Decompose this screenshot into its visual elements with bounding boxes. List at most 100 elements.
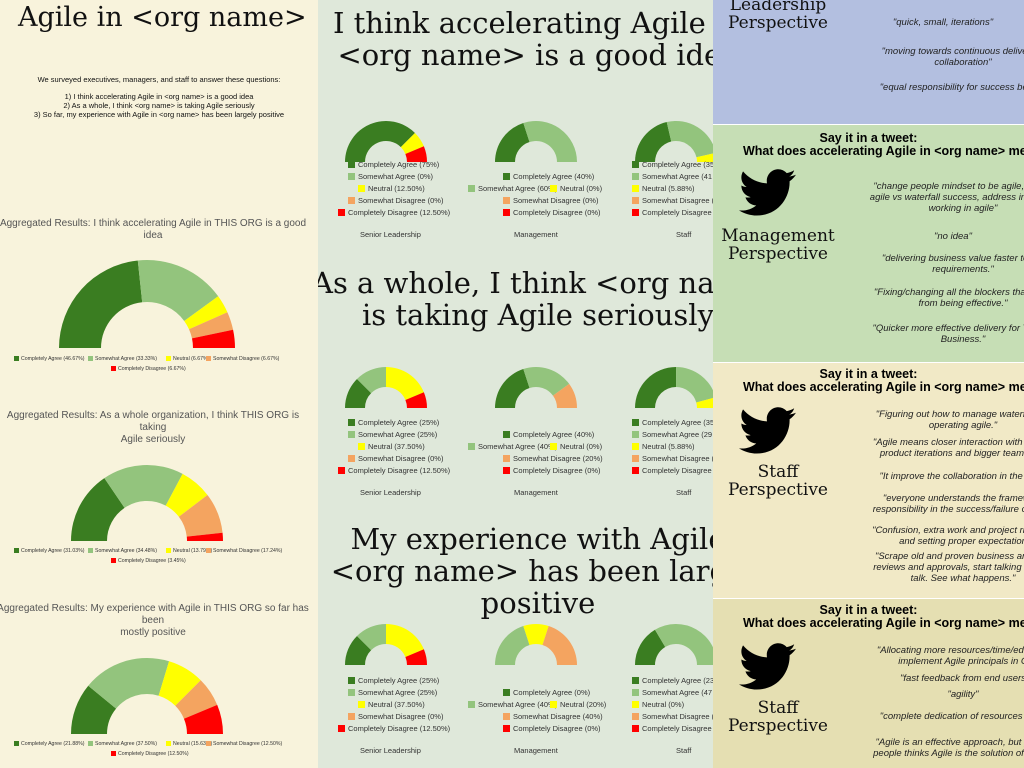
legend-item-swatch [503, 689, 510, 696]
legend-item-swatch [348, 419, 355, 426]
legend-item-label: Somewhat Agree (41 [642, 172, 713, 181]
aggregated-chart-title-1: Aggregated Results: I think accelerating… [0, 218, 312, 242]
legend-item-label: Completely Agree (31.03%) [21, 548, 85, 554]
legend-item-swatch [348, 161, 355, 168]
quote: "Confusion, extra work and project risk … [833, 525, 1024, 547]
quote-line: reviews and approvals, start talking and… [873, 562, 1024, 573]
legend-item: Somewhat Disagree (20%) [503, 454, 603, 463]
legend-item-label: Somewhat Disagree (0%) [513, 196, 599, 205]
quote-line: "quick, small, iterations" [892, 17, 994, 28]
legend-item-swatch [348, 455, 355, 462]
perspective-label: Perspective [728, 716, 828, 736]
legend-item: Completely Agree (46.67%) [14, 356, 84, 362]
legend-item: Completely Agree (23 [632, 676, 713, 685]
quote-line: requirements." [932, 264, 994, 275]
aggregated-chart-3-segment-somewhat-disagree [175, 680, 218, 719]
quote: "Scrape old and proven business analysis… [833, 551, 1024, 584]
legend-item: Completely Agree (40%) [503, 172, 594, 181]
legend-item: Somewhat Agree (25%) [348, 688, 437, 697]
legend-item-label: Somewhat Agree (34.48%) [95, 548, 157, 554]
legend-item: Neutral (37.50%) [358, 700, 425, 709]
legend-item-swatch [348, 173, 355, 180]
group-chart-1-3-segment-somewhat-agree [666, 121, 713, 158]
group-chart-2-3-gauge [635, 367, 713, 408]
group-chart-1-2-segment-completely-agree [495, 123, 530, 162]
tweet-heading: Say it in a tweet: [819, 367, 918, 381]
legend-item-label: Somewhat Agree (25%) [358, 430, 438, 439]
tweet-heading: What does accelerating Agile in <org nam… [743, 380, 1024, 394]
legend-item: Neutral (13.79%) [166, 548, 212, 554]
aggregated-chart-1-segment-completely-agree [59, 260, 143, 348]
quote: "Agile is an effective approach, but pro… [833, 737, 1024, 759]
legend-item: Somewhat Agree (33.33%) [88, 356, 157, 362]
legend-item-swatch [632, 689, 639, 696]
legend-item: Somewhat Agree (47 [632, 688, 712, 697]
legend-item-label: Neutral (5.88%) [642, 184, 695, 193]
group-chart-3-1-segment-somewhat-agree [357, 624, 386, 651]
quote: "complete dedication of resources to ag [833, 711, 1024, 722]
aggregated-chart-3-segment-neutral [158, 661, 201, 706]
twitter-bird-icon [738, 407, 796, 454]
quote: "equal responsibility for success betwee… [843, 82, 1024, 93]
legend-item-label: Somewhat Agree (29 [642, 430, 713, 439]
group-chart-2-2-gauge [495, 367, 577, 408]
quote: "It improve the collaboration in the pro… [833, 471, 1024, 482]
quote-line: responsibility in the success/failure of… [872, 504, 1024, 515]
legend-item: Completely Disagree (12.50%) [338, 724, 450, 733]
legend-item-label: Completely Disagree ( [642, 724, 713, 733]
legend-item-label: Neutral (12.50%) [368, 184, 425, 193]
quote-line: "It improve the collaboration in the pro… [879, 471, 1024, 482]
legend-item-label: Somewhat Agree (25%) [358, 688, 438, 697]
legend-item: Completely Disagree (12.50%) [338, 208, 450, 217]
perspective-label: Perspective [728, 244, 828, 264]
legend-item-label: Completely Disagree (0%) [513, 466, 601, 475]
legend-item: Somewhat Disagree (40%) [503, 712, 603, 721]
legend-item: Somewhat Agree (40%) [468, 700, 557, 709]
legend-item-swatch [632, 419, 639, 426]
chart-title-line: Aggregated Results: I think accelerating… [0, 218, 307, 241]
group-chart-2-1-gauge [345, 367, 427, 408]
legend-item-label: Neutral (37.50%) [368, 442, 425, 451]
group-chart-1-1-segment-completely-agree [345, 121, 415, 162]
quote-line: collaboration" [934, 57, 992, 68]
quote: "Allocating more resources/time/educatio… [833, 645, 1024, 667]
legend-item: Neutral (0%) [550, 184, 602, 193]
chart-title-line: Aggregated Results: As a whole organizat… [6, 410, 300, 433]
legend-item-swatch [503, 713, 510, 720]
aggregated-results-panel: Agile in <org name> We surveyed executiv… [0, 0, 318, 768]
quote-line: "change people mindset to be agile, prov… [873, 181, 1024, 192]
quote-line: "Fixing/changing all the blockers that a… [873, 287, 1024, 298]
quote-line: and setting proper expectation [899, 536, 1024, 547]
legend-item: Neutral (15.63%) [166, 741, 212, 747]
group-chart-1-1-segment-neutral [400, 133, 424, 154]
group-chart-2-1-segment-neutral [386, 367, 424, 400]
quote-line: "moving towards continuous delivery & [881, 46, 1024, 57]
legend-item-swatch [206, 741, 211, 746]
legend-item-label: Completely Disagree ( [642, 208, 713, 217]
legend-item: Somewhat Agree (0%) [348, 172, 433, 181]
twitter-bird-icon [738, 169, 796, 216]
legend-item-label: Somewhat Agree (33.33%) [95, 356, 157, 362]
legend-item-swatch [632, 455, 639, 462]
legend-item-swatch [88, 741, 93, 746]
group-chart-1-2-gauge [495, 121, 577, 162]
question-heading: <org name> has been large [330, 554, 713, 588]
legend-item-label: Somewhat Agree (40%) [478, 442, 558, 451]
quote-line: "Quicker more effective delivery for Tec… [872, 323, 1024, 334]
quote-line: "Allocating more resources/time/educatio [876, 645, 1024, 656]
question-heading: is taking Agile seriously [362, 298, 713, 332]
quote-line: "Scrape old and proven business analysis [874, 551, 1024, 562]
legend-item: Completely Agree (40%) [503, 430, 594, 439]
legend-item: Completely Disagree (0%) [503, 466, 601, 475]
legend-item-swatch [468, 443, 475, 450]
aggregated-chart-2-segment-completely-agree [71, 478, 125, 541]
legend-item-label: Completely Agree (21.88%) [21, 741, 85, 747]
group-label: Senior Leadership [360, 488, 421, 497]
quote-line: "Agile means closer interaction with cus… [872, 437, 1024, 448]
legend-item-swatch [632, 431, 639, 438]
tweet-heading: What does accelerating Agile in <org nam… [743, 616, 1024, 630]
legend-item-swatch [348, 197, 355, 204]
question-heading: My experience with Agile [350, 522, 713, 556]
legend-item: Completely Disagree (12.50%) [111, 751, 189, 757]
legend-item-label: Completely Agree (75%) [358, 160, 440, 169]
